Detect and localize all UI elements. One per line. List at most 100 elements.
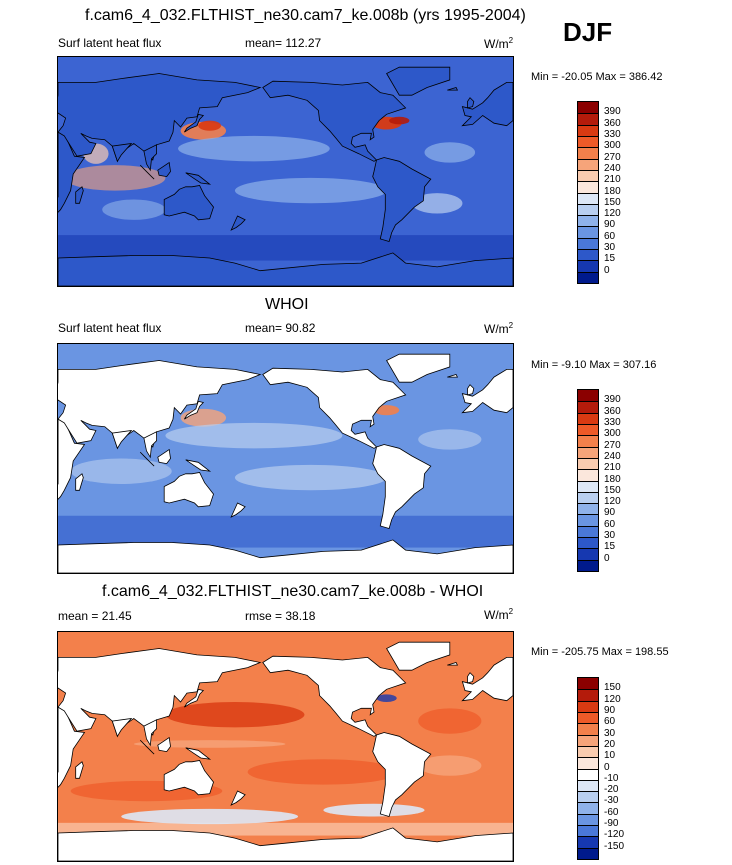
flux-anomaly-patch bbox=[198, 120, 222, 131]
colorbar-swatch bbox=[578, 401, 598, 413]
continent-europe bbox=[461, 657, 513, 702]
colorbar-label: 30 bbox=[604, 727, 616, 739]
colorbar-label: 15 bbox=[604, 541, 616, 553]
colorbar-swatch bbox=[578, 181, 598, 193]
colorbar-label: -60 bbox=[604, 806, 619, 818]
flux-anomaly-patch bbox=[418, 708, 482, 734]
colorbar-swatch bbox=[578, 102, 598, 114]
colorbar-swatch bbox=[578, 237, 598, 250]
colorbar-label: -90 bbox=[604, 818, 619, 830]
continent-iceland bbox=[447, 662, 459, 666]
colorbar-swatch bbox=[578, 192, 598, 204]
colorbar-swatch bbox=[578, 559, 598, 571]
flux-anomaly-patch bbox=[121, 808, 299, 825]
colorbar-swatch bbox=[578, 215, 598, 227]
map-diff bbox=[57, 631, 514, 862]
colorbar-swatch bbox=[578, 423, 598, 436]
map-obs bbox=[57, 343, 514, 574]
colorbar-label: 240 bbox=[604, 450, 621, 462]
continent-europe bbox=[461, 82, 513, 127]
continent-eurasia bbox=[58, 73, 262, 163]
colorbar-swatch bbox=[578, 548, 598, 560]
colorbar-swatch bbox=[578, 723, 598, 735]
continent-greenland bbox=[386, 641, 451, 671]
colorbar-swatch bbox=[578, 825, 598, 837]
colorbar-swatch bbox=[578, 260, 598, 272]
colorbar-label: -150 bbox=[604, 840, 625, 852]
colorbar-swatch bbox=[578, 791, 598, 803]
colorbar-label: 0 bbox=[604, 552, 610, 564]
rmse-label: rmse = bbox=[245, 609, 283, 623]
continent-japan bbox=[184, 400, 205, 420]
continent-africa bbox=[58, 706, 86, 788]
continent-uk bbox=[467, 672, 475, 684]
colorbar-swatch bbox=[578, 745, 598, 758]
flux-anomaly-patch bbox=[234, 464, 387, 491]
continent-madagascar bbox=[75, 761, 84, 779]
colorbar-label: 150 bbox=[604, 484, 621, 496]
colorbar-label: 60 bbox=[604, 716, 616, 728]
colorbar-swatch bbox=[578, 757, 598, 769]
colorbar-label: 10 bbox=[604, 750, 616, 762]
continent-greenland bbox=[386, 66, 451, 96]
colorbar-label: 270 bbox=[604, 439, 621, 451]
colorbar-swatch bbox=[578, 469, 598, 481]
continent-namerica bbox=[262, 367, 407, 449]
colorbar-label: 300 bbox=[604, 140, 621, 152]
colorbar-label: 180 bbox=[604, 473, 621, 485]
colorbar-label: 120 bbox=[604, 693, 621, 705]
mean-value: 21.45 bbox=[101, 609, 132, 623]
colorbar-label: 20 bbox=[604, 738, 616, 750]
colorbar-label: 30 bbox=[604, 530, 616, 542]
flux-anomaly-patch bbox=[418, 429, 482, 450]
continent-namerica bbox=[262, 80, 407, 162]
flux-anomaly-patch bbox=[64, 165, 166, 191]
continent-india bbox=[111, 717, 133, 738]
continent-japan bbox=[184, 113, 205, 133]
colorbar-label: -30 bbox=[604, 795, 619, 807]
flux-anomaly-patch bbox=[133, 740, 286, 748]
colorbar-label: 180 bbox=[604, 185, 621, 197]
colorbar-swatch bbox=[578, 158, 598, 170]
colorbar-label: 150 bbox=[604, 196, 621, 208]
mean-label: mean = bbox=[58, 609, 99, 623]
mean-stat-model: mean= 112.27 bbox=[245, 36, 321, 50]
units-label-diff: W/m2 bbox=[484, 607, 513, 622]
flux-anomaly-patch bbox=[70, 458, 172, 484]
panel-title-diff: f.cam6_4_032.FLTHIST_ne30.cam7_ke.008b -… bbox=[102, 583, 484, 600]
colorbar-label: 0 bbox=[604, 264, 610, 276]
colorbar-label: 120 bbox=[604, 208, 621, 220]
mean-value: 90.82 bbox=[285, 321, 316, 335]
colorbar-swatch bbox=[578, 169, 598, 182]
colorbar-swatch bbox=[578, 700, 598, 712]
variable-label-model: Surf latent heat flux bbox=[58, 36, 162, 50]
continent-australia bbox=[163, 760, 214, 796]
colorbar-swatch bbox=[578, 147, 598, 159]
continent-antarctica bbox=[58, 252, 513, 286]
colorbar-label: 60 bbox=[604, 518, 616, 530]
rmse-value: 38.18 bbox=[285, 609, 316, 623]
colorbar-label: 60 bbox=[604, 230, 616, 242]
flux-anomaly-patch bbox=[389, 116, 410, 125]
flux-anomaly-patch bbox=[323, 803, 425, 817]
flux-anomaly-patch bbox=[234, 177, 387, 204]
min-max-model: Min = -20.05 Max = 386.42 bbox=[531, 71, 663, 83]
continent-madagascar bbox=[75, 473, 84, 491]
map-canvas bbox=[58, 632, 513, 861]
continent-borneo bbox=[157, 161, 171, 178]
continent-uk bbox=[467, 384, 475, 396]
colorbar-label: 330 bbox=[604, 128, 621, 140]
units-text: W/m bbox=[484, 37, 509, 51]
colorbar-swatch bbox=[578, 124, 598, 136]
colorbar-label: 360 bbox=[604, 117, 621, 129]
mean-label: mean= bbox=[245, 36, 283, 50]
continent-antarctica bbox=[58, 539, 513, 573]
colorbar-label: 330 bbox=[604, 416, 621, 428]
colorbar-swatch bbox=[578, 847, 598, 859]
continent-borneo bbox=[157, 736, 171, 753]
colorbar-label: 90 bbox=[604, 219, 616, 231]
colorbar-swatch bbox=[578, 779, 598, 792]
continent-australia bbox=[163, 185, 214, 221]
continent-sumatra bbox=[139, 739, 155, 755]
continent-india bbox=[111, 429, 133, 450]
